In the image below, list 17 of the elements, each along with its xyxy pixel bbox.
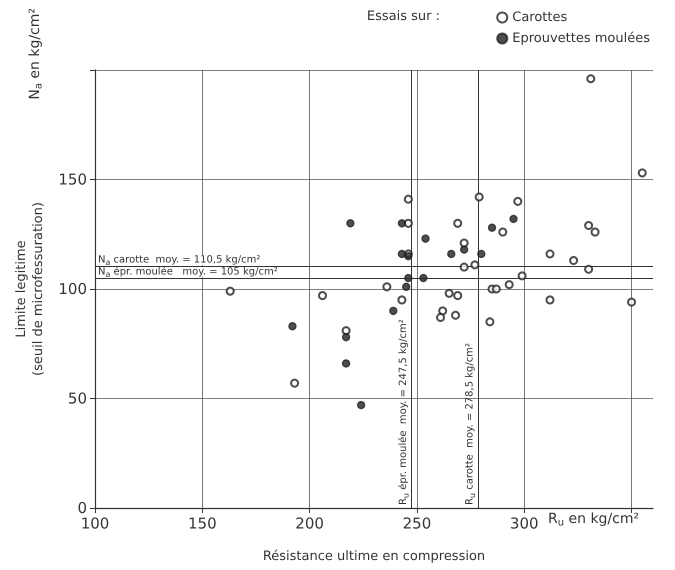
- x-tick-label: 100: [80, 514, 110, 532]
- x-tick-label: 250: [402, 514, 432, 532]
- ref-line-label: Ru épr. moulée moy. = 247,5 kg/cm²: [398, 319, 411, 505]
- y-tick-label: 0: [77, 499, 87, 517]
- x-tick-label: 200: [295, 514, 324, 532]
- legend-label: Carottes: [512, 10, 568, 25]
- y-tick-label: 100: [58, 280, 87, 298]
- x-tick-label: 300: [510, 514, 539, 532]
- y-axis-title: Limite legitime (seuil de microfessuration): [14, 202, 46, 376]
- x-tick-label: 150: [188, 514, 217, 532]
- y-tick-label: 50: [68, 390, 87, 408]
- legend-title: Essais sur :: [366, 9, 440, 24]
- y-tick-label: 150: [58, 170, 87, 188]
- text: Na en kg/cm²: [27, 8, 44, 100]
- legend-label: Eprouvettes moulées: [512, 31, 650, 46]
- x-axis-title: Résistance ultime en compression: [262, 549, 486, 564]
- ref-line-label: Ru carotte moy. = 278,5 kg/cm²: [464, 342, 478, 505]
